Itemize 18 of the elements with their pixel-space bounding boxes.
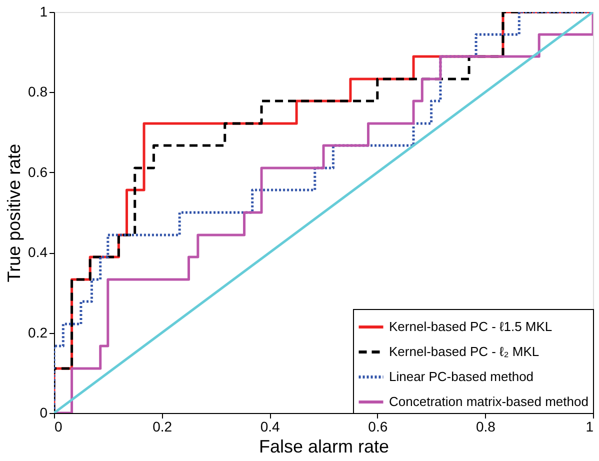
x-tick-label: 0.8: [476, 418, 496, 434]
x-axis-title: False alarm rate: [258, 436, 390, 456]
x-tick-label: 0: [54, 418, 62, 434]
y-tick-label: 0.2: [28, 324, 48, 340]
y-tick-label: 0.8: [28, 84, 48, 100]
legend-label: Kernel-based PC - ℓ1.5 MKL: [389, 319, 552, 334]
legend-label: Kernel-based PC - ℓ₂ MKL: [389, 344, 540, 359]
y-tick-label: 0.6: [28, 164, 48, 180]
y-tick-label: 1: [40, 4, 48, 20]
y-axis-title: True positive rate: [4, 144, 24, 282]
x-tick-label: 0.4: [260, 418, 280, 434]
x-tick-label: 0.2: [152, 418, 172, 434]
y-tick-label: 0: [40, 404, 48, 420]
x-tick-label: 1: [586, 418, 594, 434]
y-tick-label: 0.4: [28, 244, 48, 260]
x-tick-label: 0.6: [368, 418, 388, 434]
legend-label: Concetration matrix-based method: [389, 394, 588, 409]
legend-label: Linear PC-based method: [389, 369, 534, 384]
